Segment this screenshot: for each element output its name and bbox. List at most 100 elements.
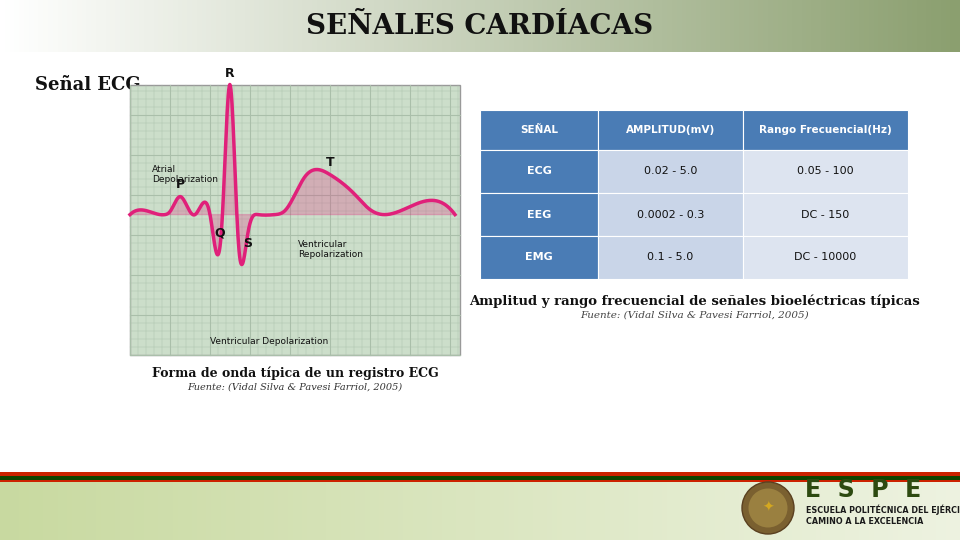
Bar (230, 0, 236, 52)
Bar (192, 0, 198, 52)
Bar (739, 0, 745, 52)
Bar (62, 0, 68, 52)
Bar (442, 0, 447, 52)
Bar (950, 472, 956, 540)
Bar (130, 0, 135, 52)
Bar (682, 0, 687, 52)
Bar (250, 0, 255, 52)
Bar (187, 472, 193, 540)
Bar (691, 472, 697, 540)
Bar (86, 472, 92, 540)
Bar (168, 0, 174, 52)
Bar (696, 0, 702, 52)
Bar (274, 472, 279, 540)
Bar (854, 0, 860, 52)
Bar (950, 0, 956, 52)
Text: R: R (226, 66, 235, 79)
Bar (562, 472, 567, 540)
Bar (178, 0, 183, 52)
Bar (182, 0, 188, 52)
Bar (264, 472, 270, 540)
Bar (566, 0, 572, 52)
Bar (830, 0, 836, 52)
Bar (955, 472, 960, 540)
Bar (586, 0, 591, 52)
Text: 0.0002 - 0.3: 0.0002 - 0.3 (636, 210, 705, 219)
Bar (350, 0, 356, 52)
Bar (600, 472, 606, 540)
Text: Forma de onda típica de un registro ECG: Forma de onda típica de un registro ECG (152, 366, 439, 380)
Bar (893, 0, 899, 52)
Bar (269, 472, 275, 540)
Bar (413, 0, 419, 52)
Bar (605, 0, 611, 52)
Bar (730, 0, 735, 52)
Bar (840, 0, 846, 52)
Text: CAMINO A LA EXCELENCIA: CAMINO A LA EXCELENCIA (806, 517, 924, 526)
Bar (283, 0, 289, 52)
Text: Fuente: (Vidal Silva & Pavesi Farriol, 2005): Fuente: (Vidal Silva & Pavesi Farriol, 2… (187, 382, 402, 392)
Bar (744, 472, 750, 540)
Bar (293, 472, 299, 540)
Bar (743, 150, 908, 193)
Bar (888, 472, 894, 540)
Bar (480, 150, 598, 193)
Bar (598, 236, 743, 279)
Bar (874, 472, 879, 540)
Bar (634, 472, 639, 540)
Bar (715, 472, 721, 540)
Bar (768, 0, 774, 52)
Text: ESCUELA POLITÉCNICA DEL EJÉRCITO: ESCUELA POLITÉCNICA DEL EJÉRCITO (806, 505, 960, 515)
Bar (806, 472, 812, 540)
Bar (202, 472, 207, 540)
Bar (139, 0, 145, 52)
Bar (144, 0, 150, 52)
Bar (898, 0, 903, 52)
Bar (677, 472, 683, 540)
Text: Q: Q (215, 227, 226, 240)
Text: Señal ECG: Señal ECG (35, 76, 140, 94)
Bar (302, 0, 308, 52)
Bar (902, 0, 908, 52)
Bar (475, 0, 481, 52)
Bar (470, 472, 476, 540)
Bar (743, 193, 908, 236)
Bar (360, 472, 366, 540)
Bar (754, 472, 759, 540)
Bar (835, 0, 841, 52)
Bar (936, 0, 942, 52)
Bar (598, 193, 743, 236)
Bar (370, 0, 375, 52)
Bar (845, 0, 851, 52)
Bar (360, 0, 366, 52)
Bar (864, 472, 870, 540)
Bar (379, 0, 385, 52)
Bar (614, 0, 620, 52)
Bar (480, 472, 486, 540)
Bar (58, 472, 63, 540)
Bar (72, 0, 78, 52)
Bar (293, 0, 299, 52)
Bar (67, 0, 73, 52)
Bar (91, 472, 97, 540)
Bar (106, 0, 111, 52)
Bar (62, 472, 68, 540)
Bar (811, 472, 817, 540)
Text: SEÑALES CARDÍACAS: SEÑALES CARDÍACAS (306, 12, 654, 39)
Bar (202, 0, 207, 52)
Bar (10, 0, 15, 52)
Bar (278, 472, 284, 540)
Bar (264, 0, 270, 52)
Bar (187, 0, 193, 52)
Bar (461, 472, 467, 540)
Bar (442, 472, 447, 540)
Bar (499, 0, 505, 52)
Bar (418, 0, 423, 52)
Bar (144, 472, 150, 540)
Bar (389, 472, 395, 540)
Bar (72, 472, 78, 540)
Bar (787, 472, 793, 540)
Bar (907, 472, 913, 540)
Bar (163, 472, 169, 540)
Bar (677, 0, 683, 52)
